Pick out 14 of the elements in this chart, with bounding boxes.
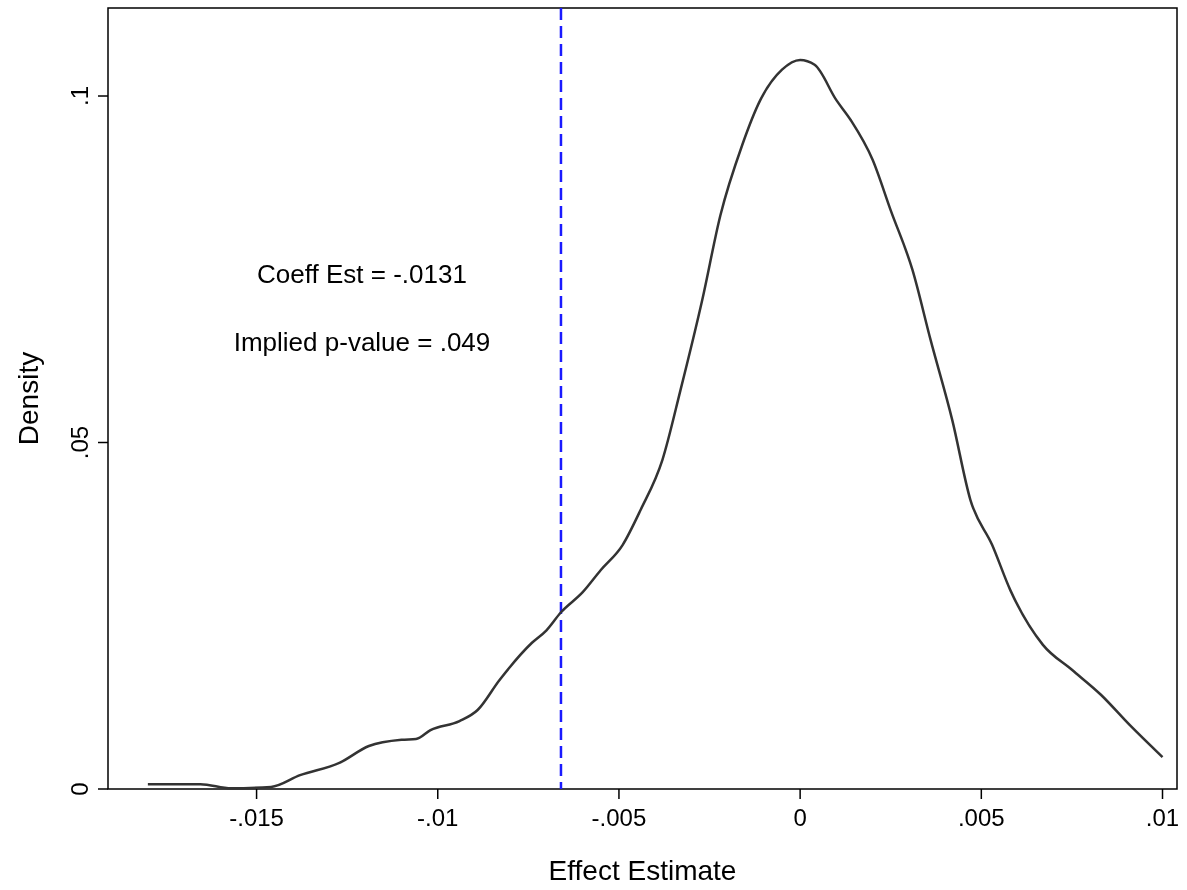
annotation: Implied p-value = .049: [233, 327, 491, 357]
x-tick-label: .01: [1145, 804, 1180, 831]
x-axis-title: Effect Estimate: [548, 855, 737, 886]
annotation: Coeff Est = -.0131: [257, 259, 467, 289]
y-tick-label: 0: [66, 782, 93, 796]
line-series: [146, 58, 1164, 790]
y-tick-label: .1: [66, 86, 93, 107]
x-tick-label: -.005: [591, 804, 647, 831]
y-tick-label: .05: [66, 425, 93, 460]
x-tick-label: -.015: [229, 804, 284, 831]
x-tick-label: .005: [957, 804, 1005, 831]
y-axis-title: Density: [13, 351, 44, 446]
x-tick-label: 0: [793, 804, 807, 831]
x-tick-label: -.01: [417, 804, 459, 831]
